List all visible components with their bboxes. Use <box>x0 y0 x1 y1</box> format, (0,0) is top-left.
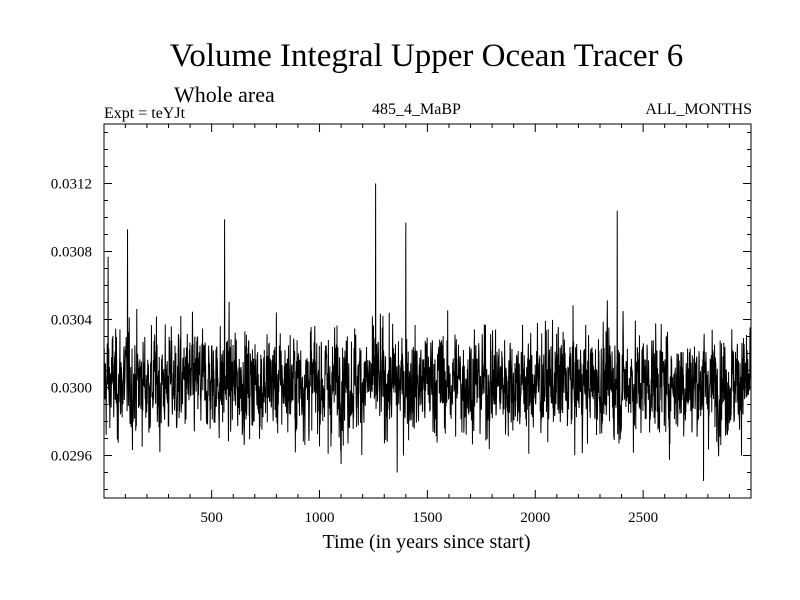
experiment-label: Expt = teYJt <box>104 105 186 122</box>
chart-title: Volume Integral Upper Ocean Tracer 6 <box>169 38 684 74</box>
x-tick-label: 500 <box>200 510 223 526</box>
plot-frame <box>103 123 752 499</box>
y-tick-label: 0.0304 <box>51 313 93 329</box>
x-tick-labels: 500 1000 1500 2000 2500 <box>200 510 658 526</box>
period-label: 485_4_MaBP <box>372 101 461 118</box>
y-tick-label: 0.0300 <box>51 381 92 397</box>
series-line <box>103 183 752 482</box>
months-label: ALL_MONTHS <box>645 101 752 118</box>
x-tick-label: 1000 <box>305 510 335 526</box>
x-tick-label: 2000 <box>520 510 550 526</box>
y-tick-label: 0.0296 <box>51 449 93 465</box>
x-tick-label: 1500 <box>412 510 442 526</box>
y-tick-labels: 0.0296 0.0300 0.0304 0.0308 0.0312 <box>51 177 93 465</box>
axis-ticks <box>104 124 751 498</box>
y-tick-label: 0.0308 <box>51 245 92 261</box>
chart-subtitle: Whole area <box>174 82 275 107</box>
x-axis-label: Time (in years since start) <box>322 531 531 553</box>
x-tick-label: 2500 <box>628 510 658 526</box>
y-tick-label: 0.0312 <box>51 177 92 193</box>
